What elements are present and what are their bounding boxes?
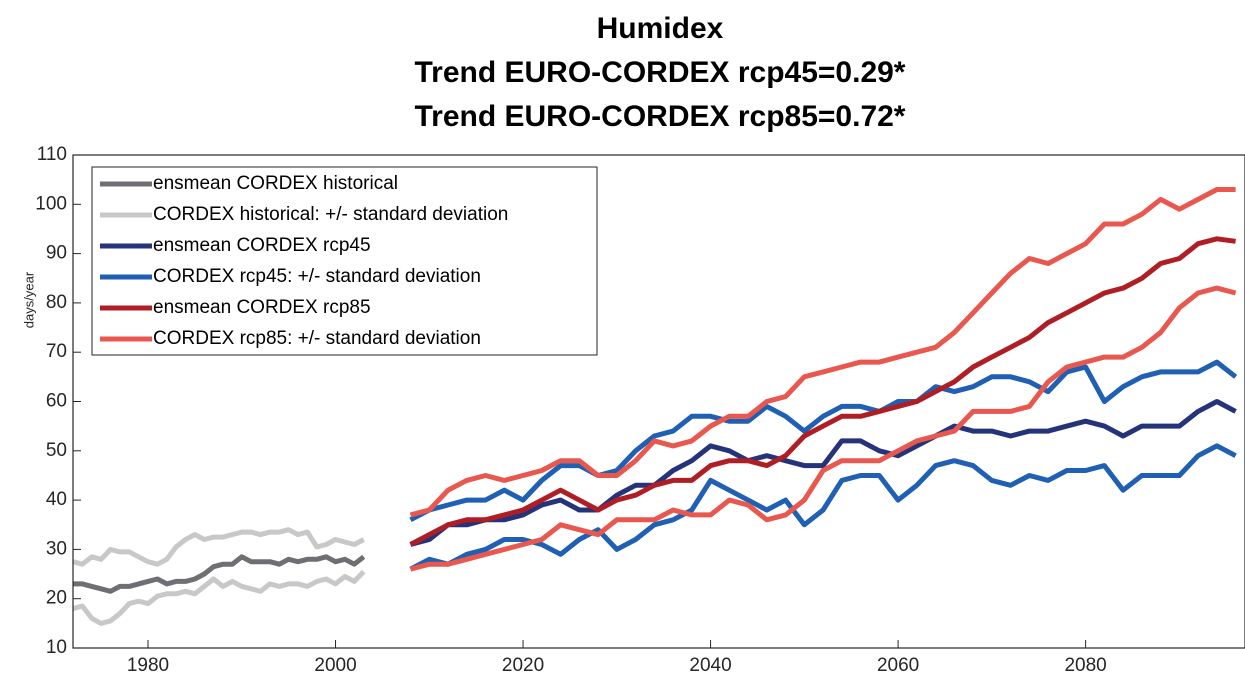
y-tick-label: 20 xyxy=(46,588,67,609)
series-line xyxy=(409,236,1236,547)
chart-title: Humidex xyxy=(597,12,724,45)
y-tick-label: 50 xyxy=(46,440,67,461)
x-tick-label: 2060 xyxy=(877,655,919,676)
legend-label: ensmean CORDEX rcp45 xyxy=(153,235,371,256)
y-tick-label: 100 xyxy=(35,193,67,214)
x-tick-label: 2040 xyxy=(689,655,731,676)
y-tick-label: 30 xyxy=(46,538,67,559)
y-tick-label: 40 xyxy=(46,489,67,510)
series-line xyxy=(409,187,1236,518)
legend-label: ensmean CORDEX rcp85 xyxy=(153,297,371,318)
x-tick-label: 2080 xyxy=(1064,655,1106,676)
y-tick-label: 90 xyxy=(46,243,67,264)
series-line xyxy=(409,443,1237,572)
series-line xyxy=(409,285,1237,572)
series-line xyxy=(73,527,365,567)
series-line xyxy=(409,359,1238,523)
legend-label: CORDEX historical: +/- standard deviatio… xyxy=(153,204,508,225)
y-axis-label: days/year xyxy=(21,271,36,328)
legend-label: CORDEX rcp85: +/- standard deviation xyxy=(153,328,481,349)
series-line xyxy=(73,554,366,594)
y-tick-label: 80 xyxy=(46,292,67,313)
series-line xyxy=(73,569,366,626)
y-tick-label: 110 xyxy=(37,144,67,165)
y-tick-label: 60 xyxy=(46,391,67,412)
x-tick-label: 2000 xyxy=(314,655,356,676)
x-tick-label: 1980 xyxy=(127,655,169,676)
chart-subtitle: Trend EURO-CORDEX rcp85=0.72* xyxy=(414,100,905,133)
legend-box xyxy=(91,166,598,356)
x-tick-label: 2020 xyxy=(502,655,544,676)
legend-label: ensmean CORDEX historical xyxy=(153,173,398,194)
y-tick-label: 70 xyxy=(46,341,67,362)
legend-label: CORDEX rcp45: +/- standard deviation xyxy=(153,266,481,287)
series-line xyxy=(409,399,1237,547)
y-tick-label: 10 xyxy=(46,637,67,658)
plot-area xyxy=(73,187,1238,626)
chart-subtitle: Trend EURO-CORDEX rcp45=0.29* xyxy=(414,56,905,89)
